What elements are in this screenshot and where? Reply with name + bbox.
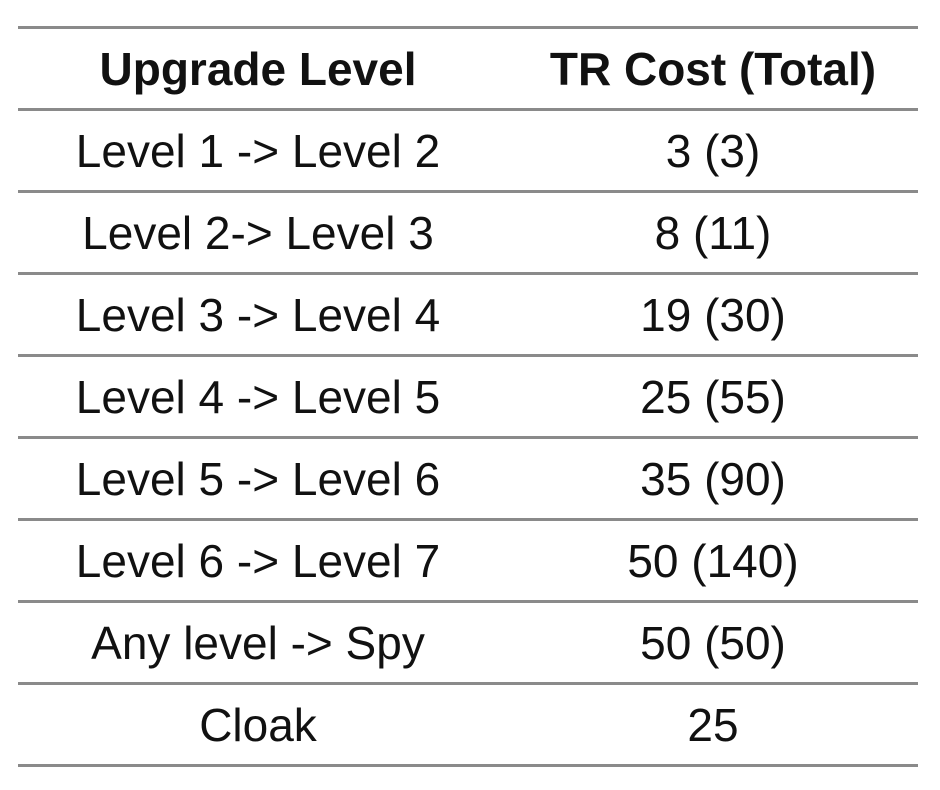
upgrade-level-cell: Level 1 -> Level 2 [75, 124, 441, 177]
upgrade-level-cell: Cloak [199, 698, 317, 751]
tr-cost-cell: 50 (50) [640, 616, 786, 669]
header-tr-cost: TR Cost (Total) [549, 42, 877, 95]
tr-cost-cell: 35 (90) [640, 452, 786, 505]
upgrade-level-cell: Any level -> Spy [91, 616, 425, 669]
table-row: Any level -> Spy 50 (50) [18, 602, 918, 684]
table-row: Level 5 -> Level 6 35 (90) [18, 438, 918, 520]
tr-cost-cell: 25 [687, 698, 739, 751]
header-upgrade-level: Upgrade Level [99, 42, 417, 95]
upgrade-level-cell: Level 6 -> Level 7 [75, 534, 441, 587]
table-row: Level 6 -> Level 7 50 (140) [18, 520, 918, 602]
table-row: Level 4 -> Level 5 25 (55) [18, 356, 918, 438]
tr-cost-cell: 50 (140) [627, 534, 799, 587]
upgrade-level-cell: Level 4 -> Level 5 [75, 370, 441, 423]
table-row: Level 1 -> Level 2 3 (3) [18, 110, 918, 192]
table-row: Cloak 25 [18, 684, 918, 766]
upgrade-level-cell: Level 5 -> Level 6 [75, 452, 441, 505]
header-row: Upgrade Level TR Cost (Total) [18, 27, 918, 110]
upgrade-level-cell: Level 2-> Level 3 [82, 206, 434, 259]
tr-cost-cell: 8 (11) [654, 206, 772, 259]
upgrade-level-cell: Level 3 -> Level 4 [75, 288, 441, 341]
tr-cost-cell: 19 (30) [640, 288, 786, 341]
upgrade-cost-table: Upgrade Level TR Cost (Total) Level 1 ->… [18, 26, 918, 767]
table-body: Level 1 -> Level 2 3 (3) Level 2-> Level… [18, 110, 918, 766]
table-header: Upgrade Level TR Cost (Total) [18, 27, 918, 110]
table-row: Level 2-> Level 3 8 (11) [18, 192, 918, 274]
tr-cost-cell: 3 (3) [665, 124, 761, 177]
upgrade-cost-table-container: Upgrade Level TR Cost (Total) Level 1 ->… [18, 26, 918, 767]
table-row: Level 3 -> Level 4 19 (30) [18, 274, 918, 356]
tr-cost-cell: 25 (55) [640, 370, 786, 423]
